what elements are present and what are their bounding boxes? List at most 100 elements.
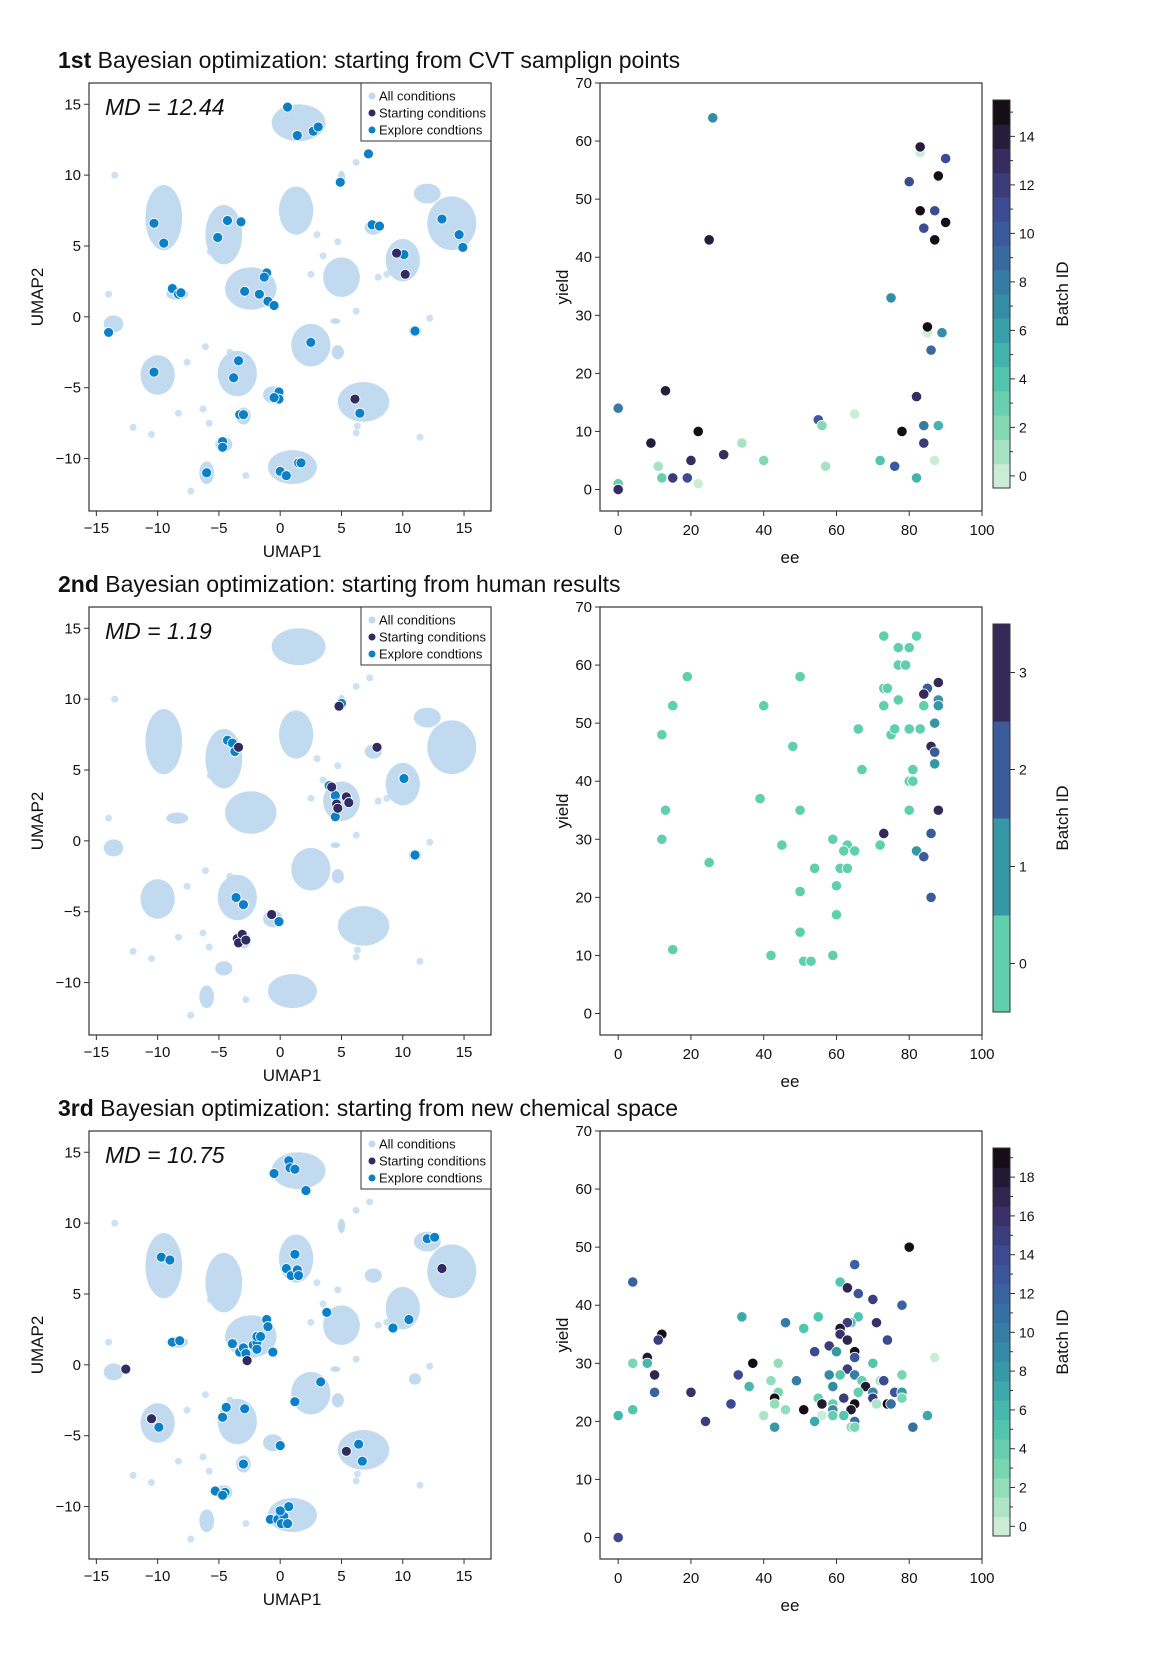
batch-point	[907, 1421, 919, 1433]
batch-point	[627, 1276, 639, 1288]
all-conditions-cluster	[364, 1268, 382, 1283]
batch-point	[743, 1380, 755, 1393]
explore-condition-point	[228, 372, 240, 384]
all-conditions-cluster	[267, 974, 317, 1009]
all-conditions-cluster	[385, 762, 420, 806]
yield-ee-plot-3: 0 20 40 60 80 100 0 10 20 30 40 50 60 70 ee yield 0 2 4 6 8 1…	[553, 1123, 1072, 1615]
batch-point	[841, 1334, 853, 1346]
y-tick-label: 10	[575, 1471, 592, 1488]
batch-point	[918, 851, 930, 863]
batch-point	[929, 234, 941, 246]
batch-point	[907, 764, 919, 776]
batch-point	[794, 885, 806, 898]
all-conditions-point	[416, 433, 424, 441]
explore-condition-point	[457, 241, 469, 253]
all-conditions-point	[187, 1535, 195, 1543]
batch-point	[681, 472, 693, 484]
md-annotation: MD = 1.19	[105, 618, 212, 644]
y-axis-label: yield	[553, 270, 572, 305]
batch-point	[841, 1363, 853, 1375]
explore-condition-point	[282, 101, 293, 113]
all-conditions-cluster	[427, 1244, 477, 1299]
colorbar-segment	[993, 294, 1010, 319]
y-tick-label: 15	[64, 96, 81, 113]
colorbar-segment	[993, 245, 1010, 271]
all-conditions-point	[352, 953, 360, 961]
x-tick-label: 0	[276, 1568, 284, 1585]
panel-1-title-text: Bayesian optimization: starting from CVT…	[91, 47, 680, 73]
y-tick-label: 0	[584, 1006, 592, 1023]
explore-condition-point	[289, 1248, 301, 1260]
batch-point	[859, 1380, 872, 1393]
all-conditions-point	[352, 831, 360, 839]
all-conditions-point	[205, 419, 213, 427]
all-conditions-cluster	[291, 847, 331, 891]
all-conditions-point	[148, 1478, 156, 1486]
starting-condition-point	[436, 1263, 448, 1274]
y-tick-label: 5	[73, 1286, 81, 1303]
explore-condition-point	[267, 1346, 279, 1358]
batch-point	[910, 390, 923, 403]
x-axis-label: ee	[781, 1072, 800, 1091]
x-tick-label: 80	[901, 1570, 918, 1587]
colorbar-tick-label: 18	[1019, 1169, 1035, 1185]
explore-condition-point	[239, 1403, 251, 1415]
batch-point	[627, 1357, 639, 1369]
y-tick-label: 10	[575, 423, 592, 440]
batch-point	[918, 700, 930, 712]
batch-point	[765, 1375, 777, 1387]
y-axis-label: yield	[553, 1318, 572, 1353]
explore-condition-point	[235, 216, 247, 228]
all-conditions-point	[307, 794, 315, 802]
batch-point	[940, 152, 952, 165]
batch-point	[819, 460, 832, 472]
all-conditions-cluster	[413, 707, 441, 728]
batch-point	[932, 804, 944, 816]
batch-point	[732, 1369, 744, 1381]
all-conditions-point	[334, 1286, 342, 1294]
batch-point	[932, 676, 944, 689]
umap-plot-2: −15 −10 −5 0 5 10 15 −10 −5 0 5 10 15 UMAP1 UMAP2 MD = …	[28, 606, 492, 1085]
batch-point	[896, 1369, 908, 1381]
y-axis-label: UMAP2	[28, 792, 47, 851]
all-conditions-point	[148, 430, 156, 438]
legend-explore-conditions-marker	[368, 126, 376, 134]
y-tick-label: 40	[575, 773, 592, 790]
y-tick-label: 0	[584, 1530, 592, 1547]
all-conditions-point	[226, 1396, 234, 1404]
batch-point	[878, 700, 890, 712]
all-conditions-cluster	[413, 183, 441, 204]
colorbar-segment	[993, 463, 1010, 489]
starting-condition-point	[146, 1413, 157, 1425]
explore-condition-point	[354, 407, 366, 419]
batch-point	[652, 460, 664, 472]
all-conditions-point	[353, 422, 361, 430]
batch-point	[667, 472, 679, 484]
batch-colorbar: 0 1 2 3 Batch ID	[992, 623, 1072, 1013]
batch-point	[790, 1375, 803, 1387]
all-conditions-point	[319, 776, 327, 784]
colorbar-segment	[993, 624, 1010, 722]
batch-point	[747, 1357, 759, 1369]
colorbar-label: Batch ID	[1053, 785, 1072, 850]
batch-point	[656, 833, 668, 845]
colorbar-segment	[993, 172, 1010, 198]
starting-condition-point	[349, 393, 361, 405]
colorbar-segment	[993, 1419, 1010, 1440]
explore-condition-point	[274, 1505, 286, 1517]
x-tick-label: 80	[901, 1046, 918, 1063]
all-conditions-point	[319, 1300, 327, 1308]
batch-point	[921, 1409, 934, 1422]
colorbar-tick-label: 14	[1019, 1247, 1035, 1263]
explore-condition-point	[253, 288, 265, 300]
batch-point	[918, 437, 930, 449]
x-tick-label: 10	[394, 1568, 411, 1585]
x-tick-label: 100	[969, 1046, 994, 1063]
all-conditions-cluster	[103, 1363, 124, 1381]
batch-point	[892, 642, 904, 654]
all-conditions-cluster	[267, 450, 317, 485]
colorbar-tick-label: 2	[1019, 419, 1027, 435]
batch-point	[805, 955, 817, 967]
all-conditions-point	[352, 307, 360, 315]
explore-condition-point	[103, 327, 115, 338]
